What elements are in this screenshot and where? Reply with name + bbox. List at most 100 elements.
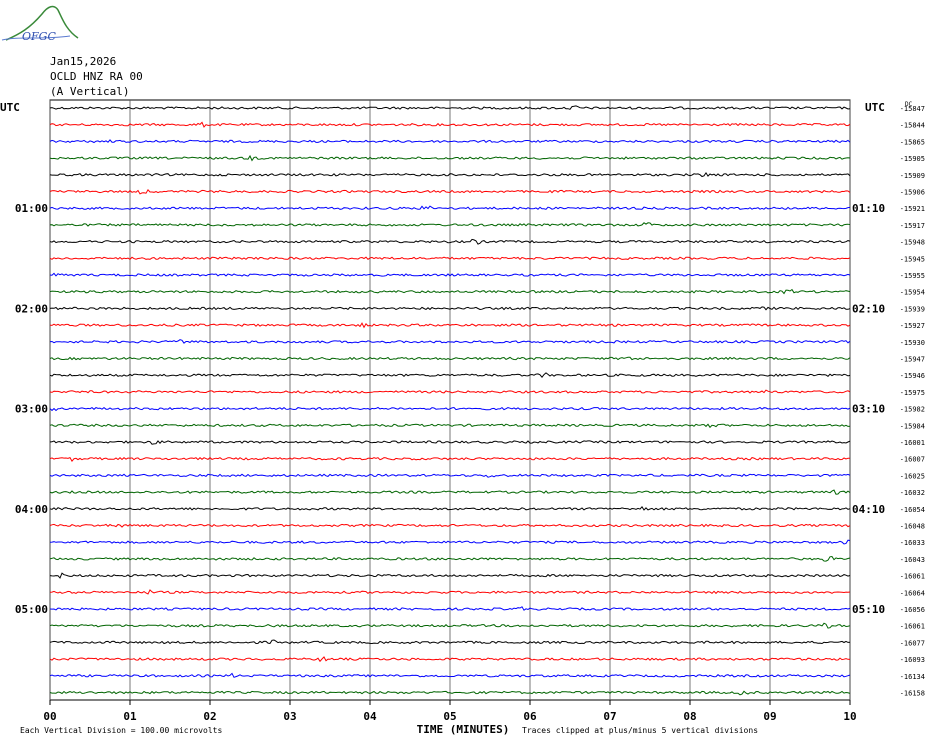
left-time-label: 04:00	[15, 503, 48, 516]
seismic-trace	[49, 539, 851, 545]
left-time-label: 01:00	[15, 202, 48, 215]
dc-offset-label: -15982	[900, 406, 925, 414]
seismic-trace	[49, 154, 851, 162]
svg-text:OFGC: OFGC	[22, 30, 56, 43]
dc-offset-label: -15909	[900, 172, 925, 180]
dc-offset-label: -15954	[900, 289, 925, 297]
dc-offset-label: -16134	[900, 673, 925, 681]
seismic-trace	[49, 572, 851, 579]
dc-offset-label: -16043	[900, 556, 925, 564]
seismic-trace	[49, 171, 851, 178]
station-label: OCLD HNZ RA 00	[50, 70, 143, 83]
dc-offset-label: -15947	[900, 356, 925, 364]
seismic-trace	[49, 489, 851, 495]
dc-offset-label: -16064	[900, 589, 925, 597]
dc-offset-label: -15975	[900, 389, 925, 397]
seismic-trace	[49, 690, 851, 696]
seismic-trace	[49, 256, 851, 261]
right-time-label: 05:10	[852, 603, 885, 616]
x-tick-label: 06	[523, 710, 537, 723]
dc-offset-label: -15927	[900, 322, 925, 330]
x-tick-label: 03	[283, 710, 296, 723]
right-time-label: 04:10	[852, 503, 885, 516]
seismic-trace	[49, 622, 851, 629]
x-tick-label: 08	[683, 710, 696, 723]
left-axis-title: UTC	[0, 101, 20, 114]
right-axis-title: UTC	[865, 101, 885, 114]
dc-offset-label: -15984	[900, 422, 925, 430]
seismic-trace	[49, 473, 851, 478]
x-tick-label: 05	[443, 710, 456, 723]
x-tick-label: 07	[603, 710, 616, 723]
dc-offset-label: -16093	[900, 656, 925, 664]
x-tick-label: 10	[843, 710, 856, 723]
dc-offset-label: -16061	[900, 623, 925, 631]
dc-offset-label: -16032	[900, 489, 925, 497]
seismic-trace	[49, 505, 851, 511]
dc-offset-label: -15939	[900, 305, 925, 313]
dc-offset-label: -16025	[900, 472, 925, 480]
seismic-trace	[49, 306, 851, 311]
dc-offset-label: -16056	[900, 606, 925, 614]
dc-offset-label: -16001	[900, 439, 925, 447]
seismic-trace	[49, 372, 851, 378]
seismic-trace	[49, 105, 851, 110]
component-label: (A Vertical)	[50, 85, 130, 98]
ofgc-logo: OFGC	[1, 5, 79, 43]
right-time-label: 03:10	[852, 403, 885, 416]
dc-offset-label: -15844	[900, 122, 925, 130]
seismic-trace	[49, 272, 851, 277]
seismic-trace	[49, 322, 851, 329]
seismic-trace	[49, 456, 850, 462]
x-tick-label: 01	[123, 710, 137, 723]
seismic-trace	[49, 523, 851, 528]
dc-offset-label: -16048	[900, 523, 925, 531]
dc-offset-label: -16054	[900, 506, 925, 514]
x-tick-label: 04	[363, 710, 377, 723]
seismic-trace	[49, 656, 851, 663]
clipping-note: Traces clipped at plus/minus 5 vertical …	[522, 726, 758, 735]
dc-offset-label: -15905	[900, 155, 925, 163]
date-label: Jan15,2026	[50, 55, 117, 68]
x-tick-label: 09	[763, 710, 776, 723]
seismic-trace	[49, 606, 851, 611]
dc-offset-label: -15906	[900, 189, 925, 197]
dc-offset-label: -16077	[900, 639, 925, 647]
seismic-trace	[49, 672, 851, 678]
vertical-division-note: Each Vertical Division = 100.00 microvol…	[20, 726, 222, 735]
dc-offset-label: -15921	[900, 205, 925, 213]
dc-offset-label: -15955	[900, 272, 925, 280]
left-time-label: 05:00	[15, 603, 48, 616]
dc-offset-label: -16061	[900, 573, 925, 581]
dc-offset-label: -15945	[900, 255, 925, 263]
seismic-trace	[49, 288, 851, 295]
dc-offset-label: -15930	[900, 339, 925, 347]
seismic-trace	[49, 188, 851, 195]
dc-offset-label: -15948	[900, 239, 925, 247]
dc-offset-label: -16158	[900, 690, 925, 698]
seismic-trace	[49, 555, 851, 562]
seismic-trace	[49, 423, 851, 429]
right-time-label: 01:10	[852, 202, 885, 215]
seismic-trace	[49, 222, 851, 227]
seismic-trace	[49, 406, 851, 412]
right-time-label: 02:10	[852, 302, 885, 315]
seismic-trace	[49, 440, 851, 445]
left-time-label: 02:00	[15, 302, 48, 315]
x-tick-label: 02	[203, 710, 216, 723]
seismic-trace	[49, 356, 851, 361]
dc-offset-label: -16007	[900, 456, 925, 464]
dc-offset-label: -15847	[900, 105, 925, 113]
dc-label: DC	[905, 101, 913, 108]
x-axis-title: TIME (MINUTES)	[417, 723, 510, 736]
seismic-trace	[49, 139, 851, 144]
seismic-trace	[49, 205, 851, 210]
dc-offset-label: -15946	[900, 372, 925, 380]
seismic-trace	[49, 238, 851, 245]
dc-offset-label: -16033	[900, 539, 925, 547]
seismic-trace	[49, 121, 851, 128]
dc-offset-label: -15865	[900, 138, 925, 146]
seismic-trace	[49, 339, 851, 344]
x-tick-label: 00	[43, 710, 56, 723]
